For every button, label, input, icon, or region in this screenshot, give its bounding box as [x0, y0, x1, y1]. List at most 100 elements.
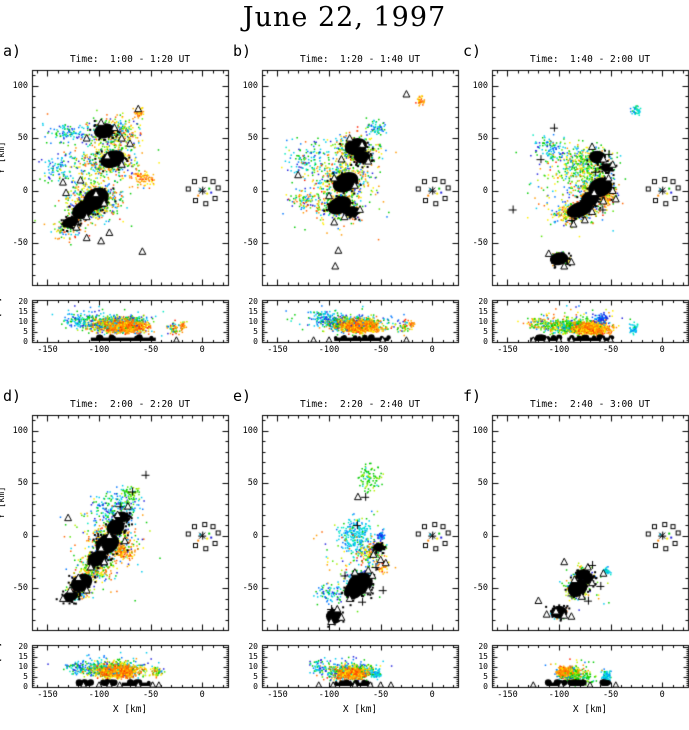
z-tick-label: 5 [253, 672, 258, 681]
y-tick-label: 100 [12, 80, 28, 91]
x-tick-label: -50 [372, 345, 389, 355]
x-tick-label: -100 [88, 345, 110, 355]
y-tick-label: 100 [242, 80, 258, 91]
panel-e-label: e) [233, 387, 252, 405]
y-tick-label: -50 [12, 583, 28, 594]
z-tick-label: 10 [18, 662, 28, 671]
panel-c: c) Time: 1:40 - 2:00 UT 100 50 0 -50 20 15 10 5 0-… [460, 42, 689, 390]
z-tick-label: 15 [248, 652, 258, 661]
panel-b-title: Time: 1:20 - 1:40 UT [299, 54, 421, 65]
panel-e-plot-canvas [230, 390, 460, 730]
panel-e: e) Time: 2:20 - 2:40 UT 100 50 0 -50 20 15 10 5 0-… [230, 387, 460, 730]
z-axis-title: Z [km] [0, 642, 3, 673]
z-tick-label: 20 [248, 642, 258, 651]
panel-f-plot-canvas [460, 390, 689, 730]
z-tick-label: 15 [478, 307, 488, 316]
z-tick-label: 20 [18, 297, 28, 306]
x-axis-title: X [km] [572, 704, 608, 715]
x-tick-label: -100 [548, 345, 570, 355]
z-tick-label: 5 [23, 672, 28, 681]
z-tick-label: 5 [253, 327, 258, 336]
panel-b-plot-canvas [230, 45, 460, 390]
panel-d-label: d) [3, 387, 22, 405]
y-tick-label: 50 [247, 133, 258, 144]
z-tick-label: 10 [478, 317, 488, 326]
y-tick-label: 50 [477, 133, 488, 144]
panel-a-title: Time: 1:00 - 1:20 UT [69, 54, 191, 65]
y-tick-label: -50 [242, 583, 258, 594]
y-tick-label: 0 [22, 530, 28, 541]
y-tick-label: -50 [472, 583, 488, 594]
z-tick-label: 10 [248, 662, 258, 671]
y-tick-label: 50 [477, 478, 488, 489]
panel-c-plot-canvas [460, 45, 689, 390]
x-tick-label: 0 [199, 345, 205, 355]
figure-title: June 22, 1997 [242, 2, 447, 33]
z-tick-label: 0 [483, 337, 488, 346]
y-tick-label: 0 [22, 185, 28, 196]
y-axis-title: Y [km] [0, 141, 7, 174]
panel-f: f) Time: 2:40 - 3:00 UT 100 50 0 -50 20 15 10 5 0-… [460, 387, 689, 730]
x-tick-label: -100 [548, 690, 570, 700]
z-tick-label: 0 [23, 682, 28, 691]
x-tick-label: -100 [318, 690, 340, 700]
panel-b: b) Time: 1:20 - 1:40 UT 100 50 0 -50 20 15 10 5 0-… [230, 42, 460, 390]
x-tick-label: -100 [88, 690, 110, 700]
panel-b-label: b) [233, 42, 252, 60]
panel-d-plot-canvas [0, 390, 230, 730]
x-tick-label: 0 [199, 690, 205, 700]
y-tick-label: 50 [17, 133, 28, 144]
x-tick-label: -150 [267, 345, 288, 355]
x-tick-label: -150 [497, 345, 518, 355]
panel-a: a) Time: 1:00 - 1:20 UT 100 50 0 -50 20 15 10 5 0-… [0, 42, 230, 390]
y-tick-label: 0 [252, 530, 258, 541]
y-tick-label: -50 [242, 238, 258, 249]
z-tick-label: 15 [18, 652, 28, 661]
z-tick-label: 10 [18, 317, 28, 326]
z-tick-label: 10 [478, 662, 488, 671]
z-tick-label: 0 [253, 337, 258, 346]
panel-d-title: Time: 2:00 - 2:20 UT [69, 399, 191, 410]
panel-e-title: Time: 2:20 - 2:40 UT [299, 399, 421, 410]
panel-f-label: f) [463, 387, 482, 405]
x-tick-label: -150 [37, 690, 58, 700]
x-tick-label: -50 [602, 690, 619, 700]
x-tick-label: -150 [497, 690, 518, 700]
y-axis-title: Y [km] [0, 486, 7, 519]
x-axis-title: X [km] [112, 704, 148, 715]
z-tick-label: 5 [23, 327, 28, 336]
z-tick-label: 15 [478, 652, 488, 661]
y-tick-label: -50 [472, 238, 488, 249]
panel-f-title: Time: 2:40 - 3:00 UT [529, 399, 651, 410]
y-tick-label: -50 [12, 238, 28, 249]
z-tick-label: 15 [18, 307, 28, 316]
y-tick-label: 100 [472, 425, 488, 436]
x-tick-label: -150 [267, 690, 288, 700]
panel-a-plot-canvas [0, 45, 230, 390]
z-tick-label: 20 [248, 297, 258, 306]
z-tick-label: 20 [478, 642, 488, 651]
x-tick-label: -100 [318, 345, 340, 355]
y-tick-label: 0 [252, 185, 258, 196]
z-tick-label: 5 [483, 327, 488, 336]
z-tick-label: 0 [23, 337, 28, 346]
x-tick-label: -150 [37, 345, 58, 355]
panel-a-label: a) [3, 42, 22, 60]
y-tick-label: 50 [247, 478, 258, 489]
x-tick-label: -50 [142, 690, 159, 700]
x-tick-label: -50 [142, 345, 159, 355]
z-tick-label: 20 [18, 642, 28, 651]
z-tick-label: 5 [483, 672, 488, 681]
z-axis-title: Z [km] [0, 297, 3, 328]
x-tick-label: 0 [429, 345, 435, 355]
y-tick-label: 100 [242, 425, 258, 436]
y-tick-label: 100 [12, 425, 28, 436]
panel-c-title: Time: 1:40 - 2:00 UT [529, 54, 651, 65]
y-tick-label: 100 [472, 80, 488, 91]
y-tick-label: 50 [17, 478, 28, 489]
z-tick-label: 20 [478, 297, 488, 306]
panel-c-label: c) [463, 42, 482, 60]
z-tick-label: 0 [483, 682, 488, 691]
y-tick-label: 0 [482, 530, 488, 541]
x-tick-label: 0 [659, 345, 665, 355]
